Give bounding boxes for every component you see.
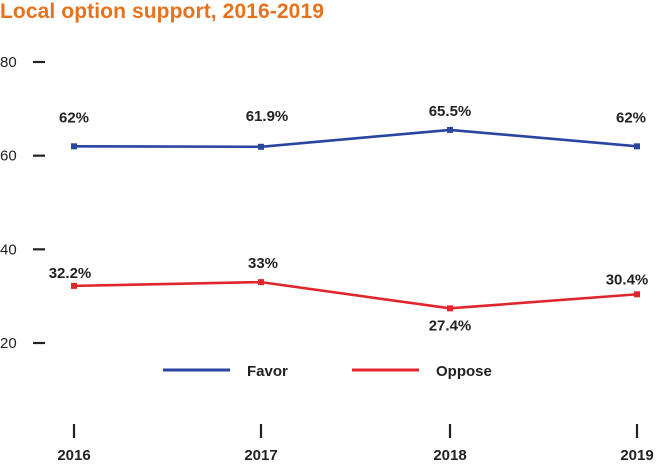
data-label-oppose: 33% xyxy=(248,255,278,272)
data-label-oppose: 30.4% xyxy=(606,271,649,288)
legend-label-oppose: Oppose xyxy=(436,363,492,380)
data-label-favor: 62% xyxy=(59,109,89,126)
y-tick-label: 80 xyxy=(0,54,17,71)
data-point-favor xyxy=(634,143,640,150)
data-point-favor xyxy=(447,126,453,133)
y-tick-label: 20 xyxy=(0,335,17,352)
legend-label-favor: Favor xyxy=(247,363,288,380)
data-point-oppose xyxy=(71,282,77,289)
data-label-oppose: 27.4% xyxy=(429,317,472,334)
data-label-oppose: 32.2% xyxy=(49,265,92,282)
data-point-oppose xyxy=(634,291,640,298)
data-point-oppose xyxy=(258,279,264,286)
data-point-oppose xyxy=(447,305,453,312)
data-point-favor xyxy=(258,143,264,150)
x-category-label: 2019 xyxy=(620,447,653,464)
series-line-favor xyxy=(73,128,638,149)
data-label-favor: 61.9% xyxy=(246,108,289,125)
x-category-label: 2017 xyxy=(244,447,277,464)
y-tick-label: 60 xyxy=(0,148,17,165)
y-tick-label: 40 xyxy=(0,241,17,258)
x-category-label: 2018 xyxy=(433,447,466,464)
chart-title: Local option support, 2016-2019 xyxy=(0,0,325,23)
x-category-label: 2016 xyxy=(57,447,90,464)
series-line-oppose xyxy=(73,280,638,310)
data-label-favor: 62% xyxy=(616,109,646,126)
data-label-favor: 65.5% xyxy=(429,103,472,120)
data-point-favor xyxy=(71,143,77,150)
